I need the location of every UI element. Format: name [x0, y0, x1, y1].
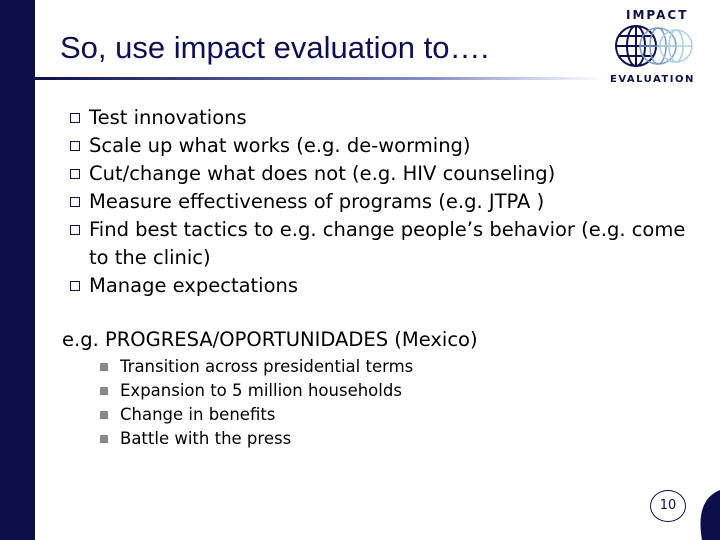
bullet-marker: [70, 225, 80, 235]
bullet-item: Scale up what works (e.g. de-worming): [70, 132, 700, 160]
sub-marker: [100, 435, 108, 443]
logo-bottom-text: EVALUATION: [610, 74, 695, 85]
sub-marker: [100, 411, 108, 419]
sub-item: Battle with the press: [100, 427, 413, 451]
bullet-text: Manage expectations: [89, 274, 299, 297]
sub-item: Expansion to 5 million households: [100, 379, 413, 403]
logo-top-text: IMPACT: [626, 8, 688, 22]
bullet-list: Test innovations Scale up what works (e.g…: [70, 104, 700, 300]
bullet-text: Find best tactics to e.g. change people’…: [89, 218, 686, 269]
bullet-item: Manage expectations: [70, 272, 700, 300]
sidebar: [0, 0, 35, 540]
sub-text: Transition across presidential terms: [120, 357, 414, 376]
sub-text: Battle with the press: [120, 429, 292, 448]
bullet-item: Find best tactics to e.g. change people’…: [70, 216, 700, 272]
sub-marker: [100, 363, 108, 371]
bullet-marker: [70, 113, 80, 123]
bullet-marker: [70, 141, 80, 151]
bullet-marker: [70, 281, 80, 291]
sub-text: Expansion to 5 million households: [120, 381, 402, 400]
sub-item: Transition across presidential terms: [100, 355, 413, 379]
logo: IMPACT EVALUATION: [610, 8, 695, 85]
example-heading: e.g. PROGRESA/OPORTUNIDADES (Mexico): [62, 328, 478, 351]
bullet-text: Cut/change what does not (e.g. HIV couns…: [89, 162, 556, 185]
sub-marker: [100, 387, 108, 395]
page-number: 10: [650, 490, 686, 522]
bullet-text: Scale up what works (e.g. de-worming): [89, 134, 471, 157]
bullet-text: Measure effectiveness of programs (e.g. …: [89, 190, 545, 213]
corner-decoration: [700, 490, 720, 540]
bullet-marker: [70, 169, 80, 179]
bullet-text: Test innovations: [89, 106, 247, 129]
bullet-item: Cut/change what does not (e.g. HIV couns…: [70, 160, 700, 188]
slide-title: So, use impact evaluation to….: [60, 30, 490, 65]
sub-item: Change in benefits: [100, 403, 413, 427]
bullet-item: Test innovations: [70, 104, 700, 132]
title-rule: [35, 77, 605, 80]
bullet-item: Measure effectiveness of programs (e.g. …: [70, 188, 700, 216]
example-list: Transition across presidential terms Expa…: [100, 355, 413, 451]
sub-text: Change in benefits: [120, 405, 276, 424]
bullet-marker: [70, 197, 80, 207]
